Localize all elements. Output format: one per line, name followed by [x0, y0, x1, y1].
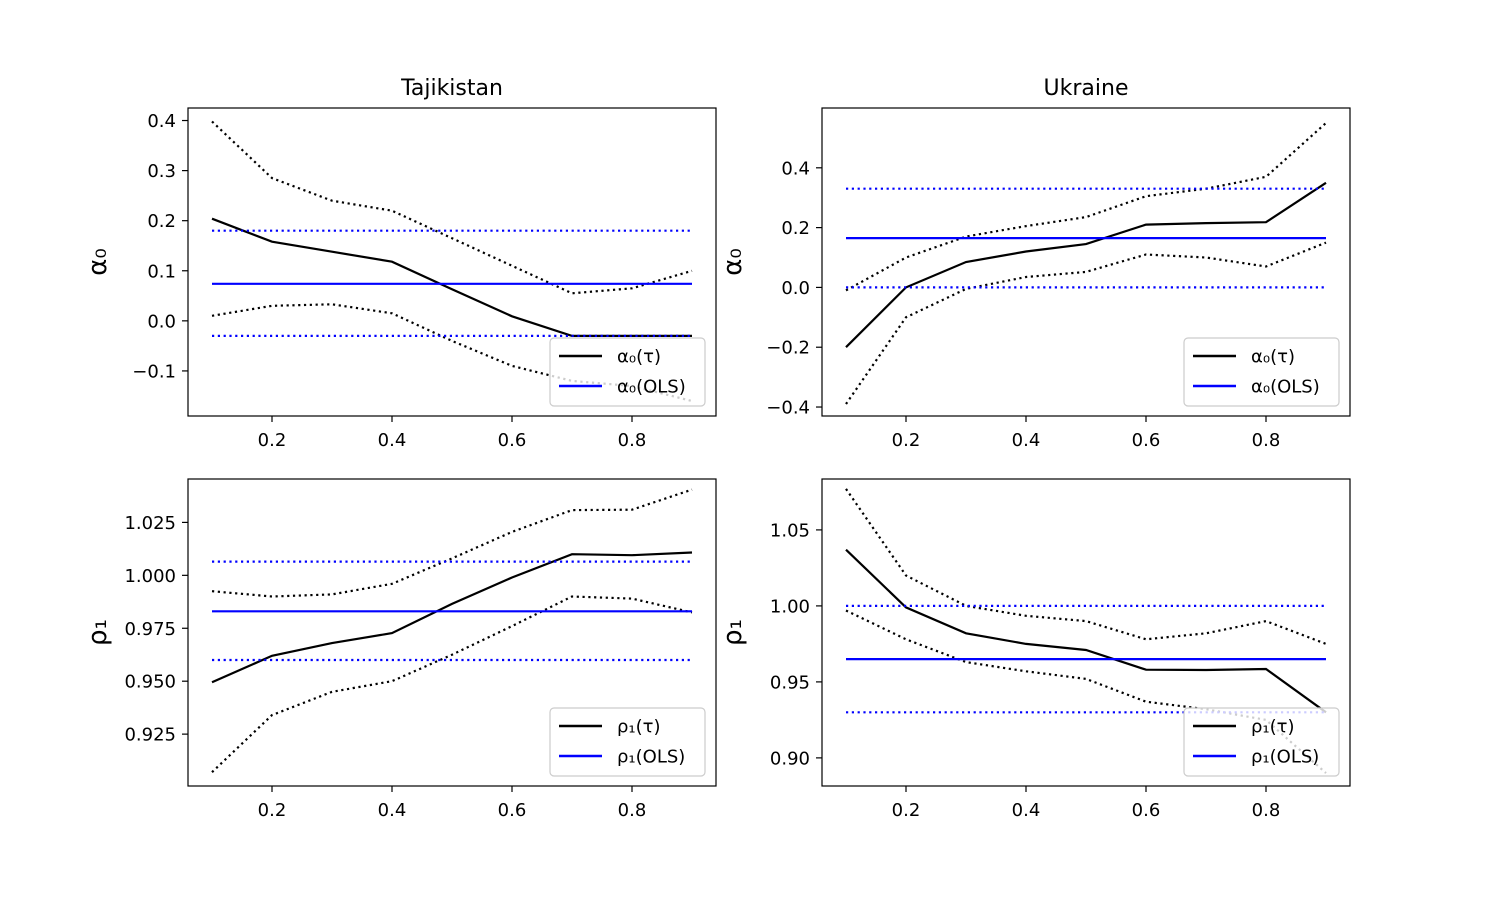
x-tick-label: 0.4	[378, 430, 407, 451]
axes-frame	[187, 107, 717, 417]
y-tick-label: 0.975	[124, 619, 176, 640]
y-tick-label: 0.3	[147, 161, 176, 182]
x-tick-label: 0.8	[618, 430, 647, 451]
axes-frame	[821, 107, 1351, 417]
x-tick-label: 0.4	[1012, 430, 1041, 451]
chart-title: Ukraine	[1044, 76, 1129, 101]
series-line-1-dotted	[845, 122, 1327, 292]
x-tick-label: 0.6	[1132, 800, 1161, 821]
x-tick-label: 0.2	[258, 430, 287, 451]
series-line-0	[211, 217, 692, 337]
y-tick-label: 0.925	[124, 725, 176, 746]
chart-title: Tajikistan	[400, 76, 503, 101]
y-axis-label: ρ₁	[718, 619, 748, 646]
y-tick-label: 0.0	[781, 278, 810, 299]
y-tick-label: 0.0	[147, 311, 176, 332]
legend: α₀(τ) α₀(OLS)	[1183, 337, 1340, 407]
legend-label: ρ₁(τ)	[617, 717, 661, 738]
series-line-2-dotted	[845, 609, 1327, 774]
y-tick-label: 1.00	[770, 596, 810, 617]
legend-label: α₀(OLS)	[617, 377, 686, 398]
series-line-1-dotted	[211, 120, 693, 295]
y-tick-label: −0.4	[766, 398, 810, 419]
y-tick-label: −0.1	[132, 361, 176, 382]
legend: ρ₁(τ) ρ₁(OLS)	[549, 707, 706, 777]
y-tick-label: 1.05	[770, 520, 810, 541]
x-tick-label: 0.6	[1132, 430, 1161, 451]
series-group	[211, 120, 693, 403]
x-tick-label: 0.8	[1252, 430, 1281, 451]
legend-label: α₀(τ)	[1251, 347, 1295, 368]
x-tick-label: 0.4	[1012, 800, 1041, 821]
y-tick-label: 0.950	[124, 672, 176, 693]
y-tick-label: −0.2	[766, 338, 810, 359]
y-axis-label: α₀	[718, 248, 748, 276]
legend-label: ρ₁(τ)	[1251, 717, 1295, 738]
y-tick-label: 0.1	[147, 261, 176, 282]
x-tick-label: 0.2	[892, 430, 921, 451]
series-group	[211, 488, 693, 773]
series-line-0	[845, 548, 1327, 714]
chart-panel-0: 0.2 0.4 0.6 0.8 −0.1 0.0 0.1 0.2 0.3 0.4 Tajikista…	[83, 76, 717, 451]
series-line-0	[211, 551, 693, 684]
y-tick-label: 0.90	[770, 748, 810, 769]
x-tick-label: 0.8	[618, 800, 647, 821]
series-line-1-dotted	[845, 488, 1327, 645]
y-tick-label: 0.2	[781, 218, 810, 239]
legend: α₀(τ) α₀(OLS)	[549, 337, 706, 407]
chart-panel-3: 0.2 0.4 0.6 0.8 0.90 0.95 1.00 1.05 ρ₁ ρ₁(τ) ρ₁(OL…	[718, 478, 1351, 821]
x-tick-label: 0.8	[1252, 800, 1281, 821]
legend: ρ₁(τ) ρ₁(OLS)	[1183, 707, 1340, 777]
y-tick-label: 0.95	[770, 672, 810, 693]
legend-label: ρ₁(OLS)	[1251, 747, 1319, 768]
series-group	[845, 488, 1327, 774]
legend-label: α₀(OLS)	[1251, 377, 1320, 398]
chart-panel-2: 0.2 0.4 0.6 0.8 0.925 0.950 0.975 1.000 1.025 ρ₁ ρ…	[83, 478, 717, 821]
x-tick-label: 0.2	[258, 800, 287, 821]
y-tick-label: 0.2	[147, 211, 176, 232]
y-axis-label: ρ₁	[83, 619, 113, 646]
x-tick-label: 0.4	[378, 800, 407, 821]
series-line-2-dotted	[211, 595, 693, 773]
legend-label: α₀(τ)	[617, 347, 661, 368]
x-tick-label: 0.6	[498, 800, 527, 821]
series-group	[845, 122, 1327, 405]
y-tick-label: 0.4	[147, 111, 176, 132]
y-axis-label: α₀	[83, 248, 113, 276]
y-tick-label: 0.4	[781, 158, 810, 179]
x-tick-label: 0.2	[892, 800, 921, 821]
chart-panel-1: 0.2 0.4 0.6 0.8 −0.4 −0.2 0.0 0.2 0.4 Ukraine α₀ α₀…	[718, 76, 1351, 451]
x-tick-label: 0.6	[498, 430, 527, 451]
legend-label: ρ₁(OLS)	[617, 747, 685, 768]
axes-frame	[821, 478, 1351, 787]
series-line-0	[845, 181, 1327, 348]
y-tick-label: 1.025	[124, 513, 176, 534]
axes-frame	[187, 478, 717, 787]
y-tick-label: 1.000	[124, 566, 176, 587]
